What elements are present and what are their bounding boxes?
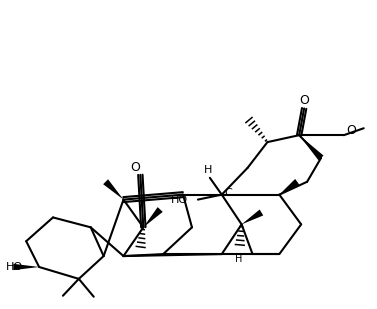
Polygon shape — [143, 207, 163, 227]
Text: HO: HO — [171, 195, 188, 205]
Text: O: O — [130, 161, 140, 174]
Text: O: O — [299, 94, 309, 107]
Polygon shape — [103, 179, 124, 200]
Polygon shape — [279, 179, 299, 195]
Text: H: H — [235, 254, 242, 264]
Text: C: C — [225, 188, 233, 198]
Text: H: H — [204, 165, 212, 175]
Text: HO: HO — [6, 262, 23, 272]
Polygon shape — [242, 210, 263, 224]
Text: O: O — [346, 124, 356, 137]
Polygon shape — [299, 135, 323, 160]
Polygon shape — [13, 264, 39, 270]
